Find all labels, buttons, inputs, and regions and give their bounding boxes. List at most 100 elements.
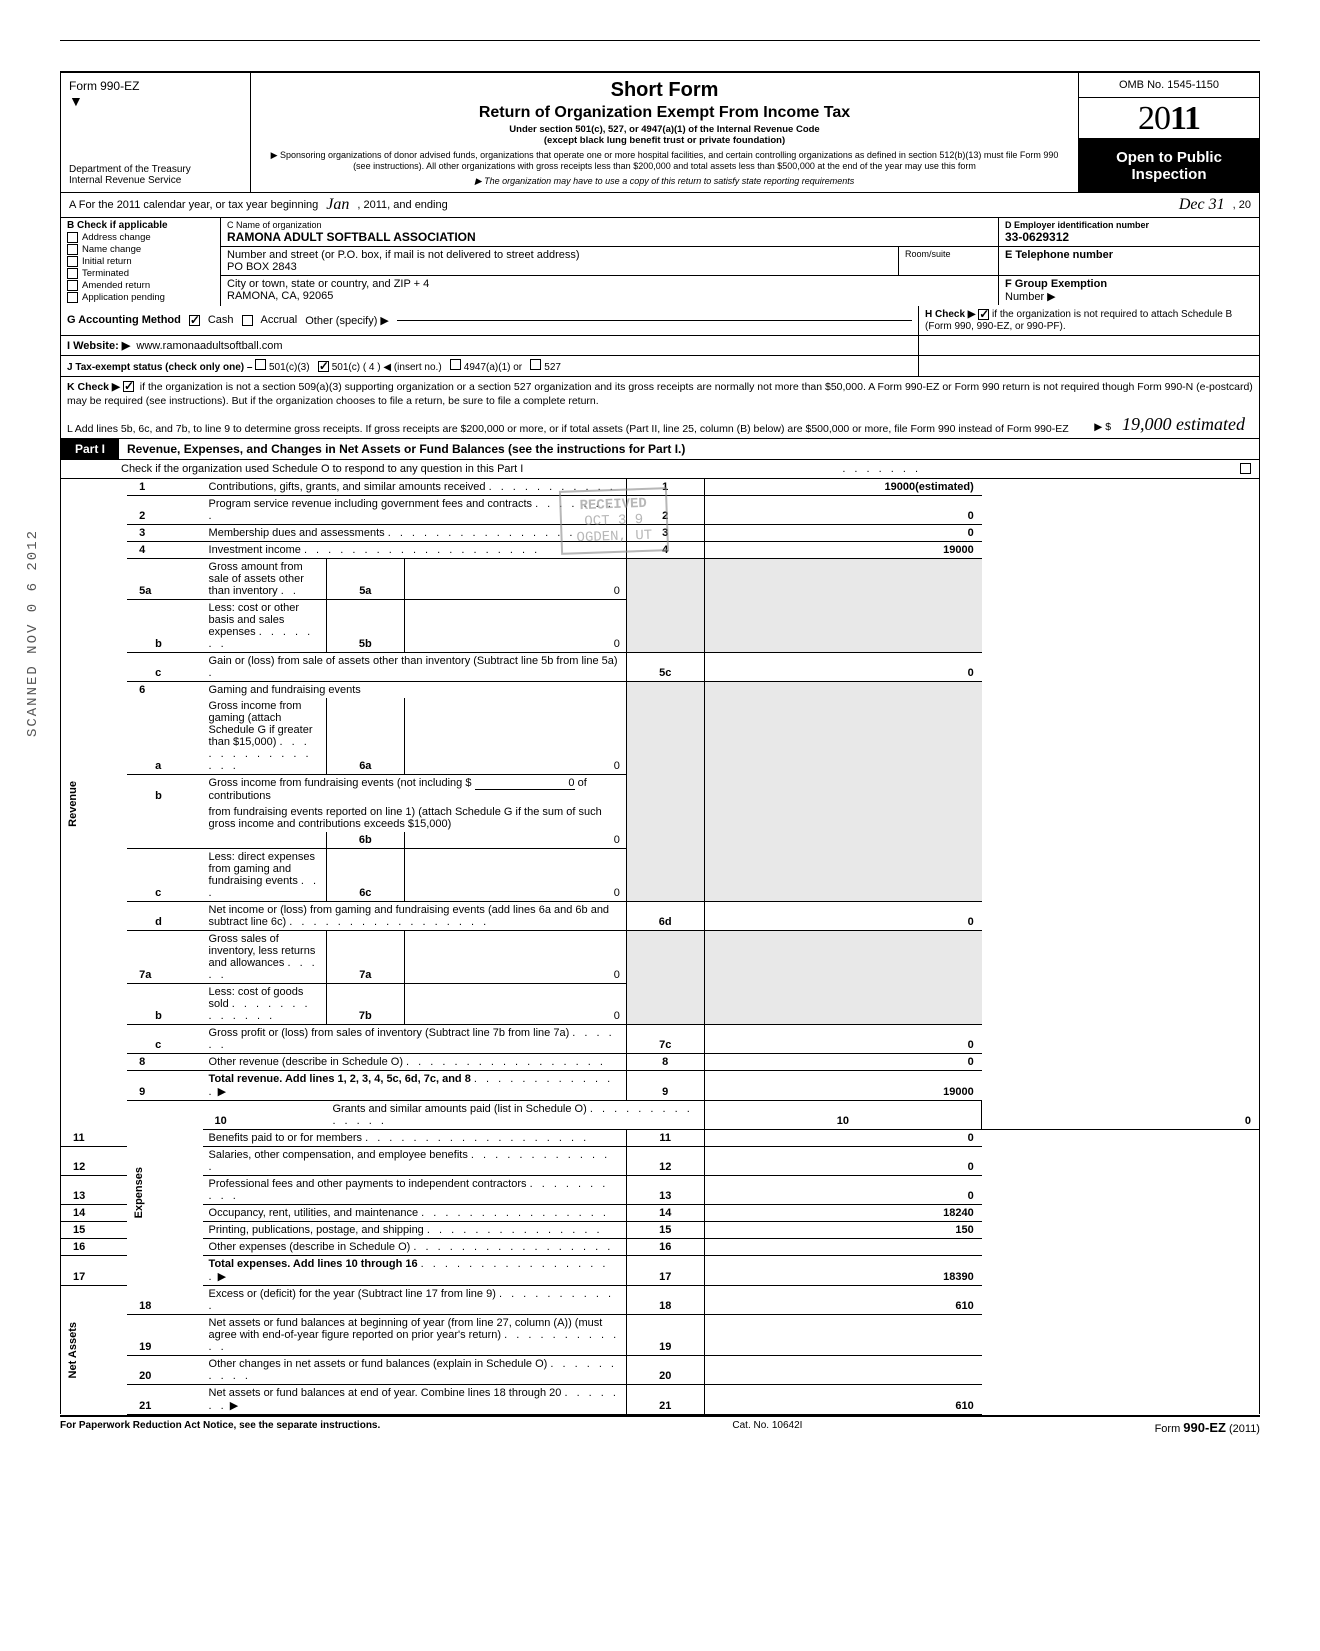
row-j: J Tax-exempt status (check only one) – 5…	[60, 356, 1260, 377]
a3[interactable]: 0	[704, 524, 982, 541]
chk-initial-return[interactable]	[67, 256, 78, 267]
chk-schedule-o[interactable]	[1240, 463, 1251, 474]
k-text: if the organization is not a section 509…	[67, 381, 1253, 407]
col-b: B Check if applicable Address change Nam…	[61, 218, 221, 306]
d6b1v[interactable]: 0	[475, 777, 575, 790]
c-value[interactable]: RAMONA ADULT SOFTBALL ASSOCIATION	[227, 230, 992, 244]
cell-c: C Name of organization RAMONA ADULT SOFT…	[221, 218, 999, 246]
d10: Grants and similar amounts paid (list in…	[332, 1103, 586, 1115]
footer-right-b: 990-EZ	[1183, 1420, 1226, 1435]
a21[interactable]: 610	[704, 1384, 982, 1414]
chk-amended[interactable]	[67, 280, 78, 291]
side-expenses-label: Expenses	[133, 1167, 145, 1218]
col-b-title: B Check if applicable	[67, 220, 214, 231]
a8[interactable]: 0	[704, 1053, 982, 1070]
d5c: Gain or (loss) from sale of assets other…	[209, 655, 618, 667]
ia6b[interactable]: 0	[404, 832, 626, 849]
n7b: b	[127, 983, 202, 1024]
a11[interactable]: 0	[704, 1129, 982, 1146]
lbl-other: Other (specify) ▶	[305, 314, 389, 327]
a10[interactable]: 0	[982, 1100, 1260, 1129]
n16: 16	[61, 1238, 128, 1255]
ia6c[interactable]: 0	[404, 848, 626, 901]
n10: 10	[203, 1100, 327, 1129]
a4[interactable]: 19000	[704, 541, 982, 558]
ib6c: 6c	[326, 848, 404, 901]
d-value[interactable]: 33-0629312	[1005, 230, 1253, 244]
n7c: c	[127, 1024, 202, 1053]
b21: 21	[626, 1384, 704, 1414]
b12: 12	[626, 1146, 704, 1175]
a19[interactable]	[704, 1314, 982, 1355]
open-line2: Inspection	[1083, 166, 1255, 183]
chk-4947[interactable]	[450, 359, 461, 370]
l-value[interactable]: 19,000 estimated	[1114, 414, 1253, 434]
ia7a[interactable]: 0	[404, 930, 626, 983]
ia7b[interactable]: 0	[404, 983, 626, 1024]
n1: 1	[127, 479, 202, 496]
a20[interactable]	[704, 1355, 982, 1384]
chk-pending[interactable]	[67, 292, 78, 303]
n5a: 5a	[127, 558, 202, 599]
city-label: City or town, state or country, and ZIP …	[227, 278, 992, 290]
d2: Program service revenue including govern…	[209, 498, 532, 510]
row-a-end[interactable]: Dec 31	[1171, 196, 1233, 214]
row-g: G Accounting Method Cash Accrual Other (…	[60, 306, 1260, 335]
chk-address-change[interactable]	[67, 232, 78, 243]
a6d[interactable]: 0	[704, 901, 982, 930]
arrow-icon: ▼	[69, 93, 242, 109]
b20: 20	[626, 1355, 704, 1384]
cell-g: G Accounting Method Cash Accrual Other (…	[61, 306, 919, 334]
title-return: Return of Organization Exempt From Incom…	[263, 104, 1066, 122]
b1: 1	[626, 479, 704, 496]
ib5b: 5b	[326, 599, 404, 652]
ia5a[interactable]: 0	[404, 558, 626, 599]
i-value[interactable]: www.ramonaadultsoftball.com	[136, 340, 282, 352]
a7c[interactable]: 0	[704, 1024, 982, 1053]
n2: 2	[127, 495, 202, 524]
a2[interactable]: 0	[704, 495, 982, 524]
a9[interactable]: 19000	[704, 1070, 982, 1100]
a1[interactable]: 19000(estimated)	[704, 479, 982, 496]
d15: Printing, publications, postage, and shi…	[209, 1224, 424, 1236]
chk-501c[interactable]	[318, 361, 329, 372]
form-number: 990-EZ	[100, 79, 139, 93]
ia5b[interactable]: 0	[404, 599, 626, 652]
b16: 16	[626, 1238, 704, 1255]
chk-cash[interactable]	[189, 315, 200, 326]
other-specify-input[interactable]	[397, 320, 912, 321]
ib5a: 5a	[326, 558, 404, 599]
a5c[interactable]: 0	[704, 652, 982, 681]
a14[interactable]: 18240	[704, 1204, 982, 1221]
row-a-begin[interactable]: Jan	[318, 196, 357, 214]
a17[interactable]: 18390	[704, 1255, 982, 1285]
chk-name-change[interactable]	[67, 244, 78, 255]
n21: 21	[127, 1384, 202, 1414]
chk-501c3[interactable]	[255, 359, 266, 370]
n20: 20	[127, 1355, 202, 1384]
a15[interactable]: 150	[704, 1221, 982, 1238]
grey-6	[626, 681, 704, 901]
a12[interactable]: 0	[704, 1146, 982, 1175]
omb-number: OMB No. 1545-1150	[1079, 73, 1259, 98]
n13: 13	[61, 1175, 128, 1204]
a18[interactable]: 610	[704, 1285, 982, 1314]
a13[interactable]: 0	[704, 1175, 982, 1204]
b15: 15	[626, 1221, 704, 1238]
footer-right-a: Form	[1155, 1423, 1184, 1435]
block-bcde: B Check if applicable Address change Nam…	[60, 218, 1260, 306]
cell-city: City or town, state or country, and ZIP …	[221, 276, 999, 305]
side-revenue: Revenue	[61, 479, 128, 1130]
d18: Excess or (deficit) for the year (Subtra…	[209, 1288, 496, 1300]
chk-527[interactable]	[530, 359, 541, 370]
chk-terminated[interactable]	[67, 268, 78, 279]
city-value[interactable]: RAMONA, CA, 92065	[227, 290, 992, 302]
a16[interactable]	[704, 1238, 982, 1255]
footer-left: For Paperwork Reduction Act Notice, see …	[60, 1420, 380, 1435]
ia6a[interactable]: 0	[404, 698, 626, 775]
chk-h[interactable]	[978, 309, 989, 320]
addr-value[interactable]: PO BOX 2843	[227, 261, 892, 273]
chk-k[interactable]	[123, 381, 134, 392]
chk-accrual[interactable]	[242, 315, 253, 326]
cell-h: H Check ▶ if the organization is not req…	[919, 306, 1259, 334]
